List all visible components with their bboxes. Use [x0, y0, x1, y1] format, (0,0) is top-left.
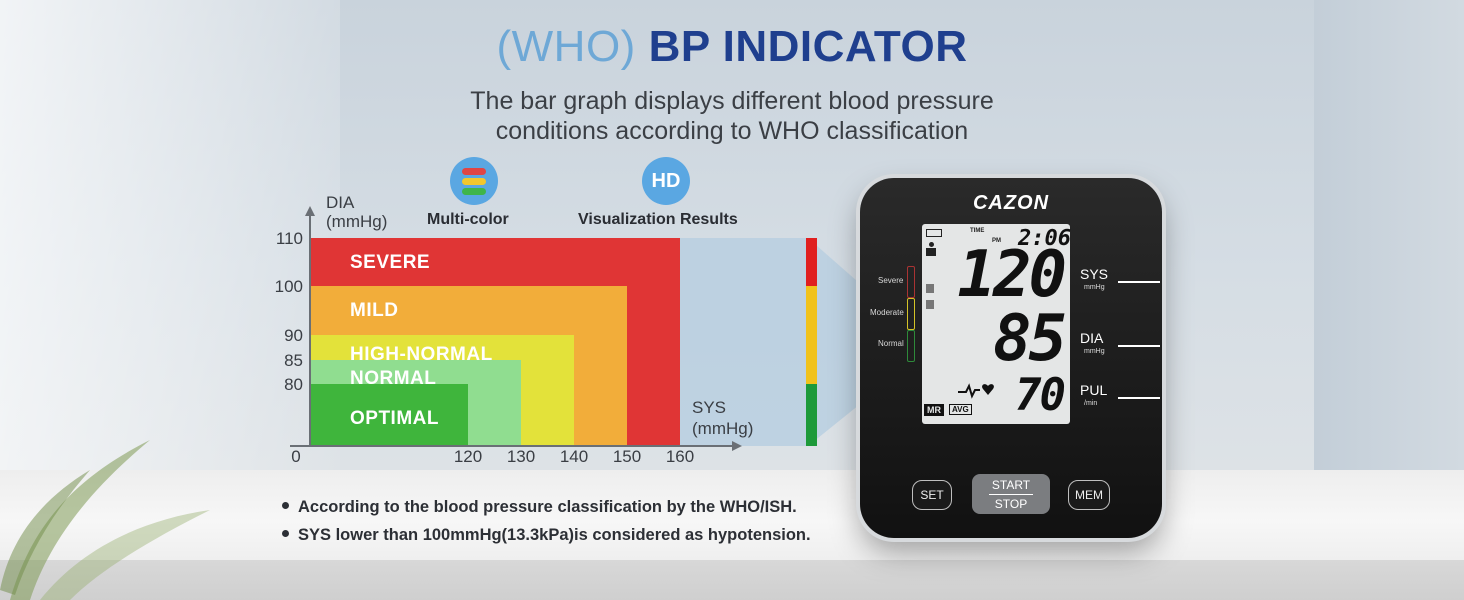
- lcd-screen: TIME PM 2:06 120 85 70 MR AVG: [922, 224, 1071, 424]
- notes-list: According to the blood pressure classifi…: [282, 498, 811, 554]
- visualization-beam: [680, 238, 890, 446]
- level-moderate-segment: [907, 298, 915, 330]
- note-text-2: SYS lower than 100mmHg(13.3kPa)is consid…: [298, 526, 811, 544]
- mem-button[interactable]: MEM: [1068, 480, 1110, 510]
- feature-visualization-label: Visualization Results: [578, 211, 738, 228]
- note-item: SYS lower than 100mmHg(13.3kPa)is consid…: [282, 526, 811, 545]
- multicolor-bars-icon: [450, 157, 498, 205]
- indicator-band-3: [806, 384, 817, 446]
- time-label: TIME: [970, 228, 985, 234]
- note-item: According to the blood pressure classifi…: [282, 498, 811, 517]
- memory-segment-1: [926, 284, 934, 293]
- start-stop-button[interactable]: START STOP: [972, 474, 1050, 514]
- indicator-band-2: [806, 286, 817, 384]
- zone-label-high-normal: HIGH-NORMAL: [350, 344, 493, 365]
- mr-indicator: MR: [924, 404, 944, 416]
- dia-label: DIA: [1080, 330, 1104, 346]
- y-tick-label: 110: [276, 229, 303, 248]
- level-moderate-label: Moderate: [870, 308, 904, 317]
- zone-label-optimal: OPTIMAL: [350, 408, 439, 429]
- sys-pointer-line: [1118, 281, 1160, 283]
- origin-label: 0: [291, 447, 300, 466]
- y-tick-label: 85: [284, 351, 303, 370]
- lcd-sys-value: 120: [957, 238, 1067, 312]
- set-button[interactable]: SET: [912, 480, 952, 510]
- zone-label-normal: NORMAL: [350, 368, 436, 389]
- background-window: [1314, 0, 1464, 470]
- y-axis-unit: (mmHg): [326, 212, 387, 231]
- subtitle-line-1: The bar graph displays different blood p…: [470, 87, 994, 115]
- x-axis-unit: (mmHg): [692, 419, 753, 438]
- lcd-dia-value: 85: [992, 302, 1067, 376]
- sys-unit: mmHg: [1084, 284, 1105, 291]
- person-icon: [926, 242, 936, 256]
- level-severe-segment: [907, 266, 915, 298]
- lcd-time: 2:06: [1018, 226, 1071, 251]
- heartbeat-icon: [958, 383, 994, 399]
- note-text-1: According to the blood pressure classifi…: [298, 498, 797, 516]
- level-severe-label: Severe: [878, 276, 904, 285]
- subtitle-line-2: conditions according to WHO classificati…: [495, 117, 969, 145]
- pul-label: PUL: [1080, 382, 1108, 398]
- indicator-band-1: [806, 238, 817, 286]
- battery-icon: [926, 229, 942, 237]
- lcd-pul-value: 70: [1015, 370, 1066, 421]
- y-tick-label: 90: [284, 326, 303, 345]
- dia-pointer-line: [1118, 345, 1160, 347]
- y-axis-label: DIA: [326, 193, 355, 212]
- zone-label-mild: MILD: [350, 300, 398, 321]
- zone-optimal: [310, 384, 468, 446]
- avg-indicator: AVG: [949, 404, 972, 415]
- start-label: START: [991, 478, 1031, 492]
- x-axis-label: SYS: [692, 398, 726, 417]
- title-prefix: (WHO): [496, 22, 636, 71]
- zone-label-severe: SEVERE: [350, 252, 430, 273]
- hd-icon: HD: [642, 157, 690, 205]
- x-axis-arrow: [732, 441, 742, 451]
- start-stop-divider: [989, 494, 1033, 495]
- x-tick-label: 140: [560, 447, 588, 466]
- x-tick-label: 150: [613, 447, 641, 466]
- pm-label: PM: [992, 238, 1001, 244]
- level-normal-segment: [907, 330, 915, 362]
- plant-decoration: [0, 440, 210, 600]
- pul-unit: /min: [1084, 400, 1098, 407]
- x-tick-label: 160: [666, 447, 694, 466]
- title-main: BP INDICATOR: [648, 22, 968, 71]
- page-title: (WHO) BP INDICATOR: [0, 22, 1464, 72]
- y-tick-label: 80: [284, 375, 303, 394]
- x-tick-label: 120: [454, 447, 482, 466]
- device-brand: CAZON: [972, 192, 1050, 214]
- memory-segment-2: [926, 300, 934, 309]
- y-tick-label: 100: [275, 277, 303, 296]
- feature-multicolor-label: Multi-color: [427, 211, 509, 228]
- dia-unit: mmHg: [1084, 348, 1105, 355]
- background-counter-edge: [0, 560, 1464, 600]
- level-normal-label: Normal: [878, 339, 904, 348]
- sys-label: SYS: [1080, 266, 1109, 282]
- pul-pointer-line: [1118, 397, 1160, 399]
- stop-label: STOP: [994, 497, 1028, 511]
- y-axis-arrow: [305, 206, 315, 216]
- bp-monitor-device: CAZON Severe Moderate Normal TIME PM 2:0…: [860, 178, 1162, 538]
- x-tick-label: 130: [507, 447, 535, 466]
- page-subtitle: The bar graph displays different blood p…: [0, 86, 1464, 146]
